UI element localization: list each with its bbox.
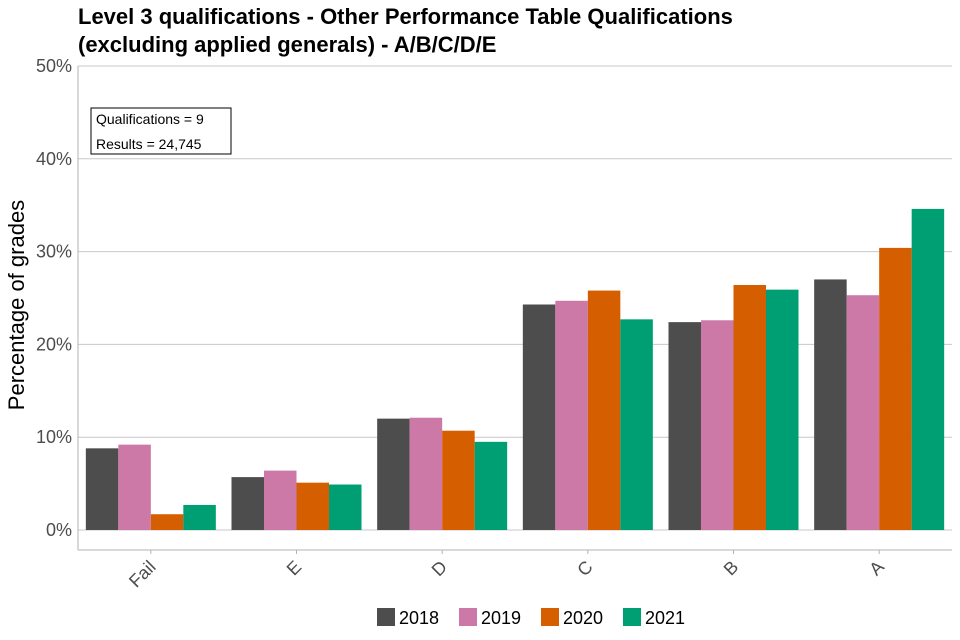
bar-e-2021: [329, 484, 362, 530]
bar-b-2021: [766, 289, 799, 530]
bar-d-2018: [377, 418, 410, 530]
y-tick-label: 50%: [36, 56, 72, 76]
legend-swatch-2018: [377, 608, 395, 626]
bars: [85, 208, 945, 531]
gridlines: [78, 65, 952, 531]
annotation-border: [90, 107, 232, 155]
y-tick-label: 40%: [36, 149, 72, 169]
y-tick-label: 10%: [36, 427, 72, 447]
annotation-box: Qualifications = 9 Results = 24,745: [90, 107, 232, 155]
bar-a-2019: [846, 295, 880, 530]
bar-c-2018: [522, 304, 556, 530]
bar-fail-2018: [85, 448, 119, 530]
annotation-results: Results = 24,745: [96, 136, 202, 152]
y-tick-label: 20%: [36, 334, 72, 354]
bar-d-2020: [442, 430, 475, 530]
bar-d-2019: [409, 417, 443, 530]
bar-a-2020: [879, 247, 912, 530]
x-tick-label: C: [573, 557, 596, 580]
bar-b-2019: [701, 320, 734, 530]
bar-c-2020: [587, 290, 621, 530]
x-tick-label: E: [283, 557, 306, 580]
x-tick-labels: Fail E D C B A: [125, 550, 888, 591]
legend-label: 2020: [563, 608, 603, 628]
legend-swatch-2020: [541, 608, 559, 626]
bar-b-2018: [668, 322, 701, 530]
bar-e-2020: [296, 482, 329, 530]
y-tick-label: 0%: [46, 520, 72, 540]
bar-a-2021: [911, 208, 945, 531]
y-tick-labels: 0% 10% 20% 30% 40% 50%: [36, 56, 72, 540]
bar-fail-2021: [183, 504, 216, 530]
legend-swatch-2021: [623, 608, 641, 626]
bar-e-2019: [264, 470, 297, 530]
legend-label: 2019: [481, 608, 521, 628]
bar-fail-2019: [118, 444, 151, 530]
y-axis-title: Percentage of grades: [4, 200, 29, 410]
axes: [77, 66, 952, 551]
x-tick-label: D: [428, 557, 451, 580]
bar-d-2021: [474, 441, 508, 530]
bar-e-2018: [231, 477, 264, 530]
x-tick-label: B: [720, 557, 743, 580]
y-tick-label: 30%: [36, 242, 72, 262]
bar-b-2020: [733, 285, 766, 530]
x-tick-label: A: [865, 557, 888, 580]
bar-a-2018: [814, 279, 847, 530]
legend-swatch-2019: [459, 608, 477, 626]
legend-label: 2021: [645, 608, 685, 628]
bar-c-2021: [620, 319, 653, 530]
chart-title-line-2: (excluding applied generals) - A/B/C/D/E: [78, 32, 496, 57]
chart-title-line-1: Level 3 qualifications - Other Performan…: [78, 4, 733, 29]
bar-c-2019: [555, 300, 588, 530]
bar-fail-2020: [150, 514, 184, 530]
x-tick-label: Fail: [125, 557, 160, 592]
legend: 2018 2019 2020 2021: [377, 608, 685, 628]
annotation-qualifications: Qualifications = 9: [96, 111, 204, 127]
legend-label: 2018: [399, 608, 439, 628]
